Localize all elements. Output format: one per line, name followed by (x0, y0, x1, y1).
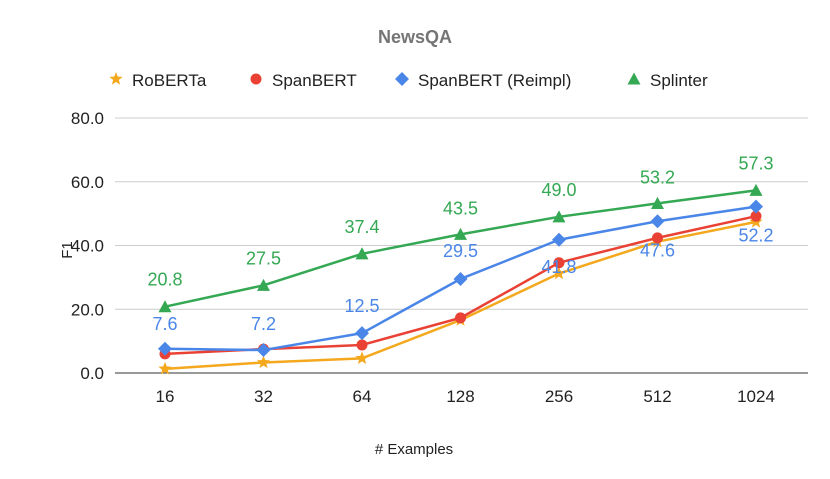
data-point (158, 361, 172, 375)
data-label: 41.8 (541, 257, 576, 277)
data-point (158, 341, 172, 356)
x-tick-label: 1024 (737, 387, 775, 406)
legend-marker (250, 73, 262, 85)
data-point (749, 199, 763, 214)
legend-marker (395, 72, 409, 86)
data-point (750, 210, 762, 222)
data-point (257, 278, 270, 291)
data-label: 53.2 (640, 167, 675, 187)
y-tick-label: 20.0 (71, 300, 104, 319)
legend-label: Splinter (650, 71, 708, 90)
data-point (552, 232, 566, 247)
data-label: 52.2 (738, 226, 773, 246)
data-label: 20.8 (147, 270, 182, 290)
data-point (454, 227, 467, 240)
y-tick-label: 80.0 (71, 109, 104, 128)
x-tick-label: 256 (545, 387, 573, 406)
series-splinter (158, 183, 763, 313)
data-point (455, 312, 466, 324)
data-label: 27.5 (246, 248, 281, 268)
data-point (651, 196, 664, 209)
data-label: 37.4 (344, 217, 379, 237)
data-point (355, 326, 369, 341)
data-point (256, 343, 271, 358)
data-point (355, 351, 369, 364)
series-layer (158, 183, 763, 375)
data-label: 12.5 (344, 296, 379, 316)
data-label: 29.5 (443, 241, 478, 261)
legend-item: SpanBERT (Reimpl) (395, 71, 571, 90)
x-tick-label: 128 (446, 387, 474, 406)
y-axis-ticks: 0.0 20.0 40.0 60.0 80.0 (71, 109, 104, 383)
y-tick-label: 0.0 (80, 364, 104, 383)
legend-item: Splinter (627, 71, 708, 90)
data-point (552, 266, 566, 280)
data-point (256, 355, 271, 369)
data-point (553, 257, 565, 269)
legend: RoBERTa SpanBERT SpanBERT (Reimpl) Splinter (109, 71, 708, 90)
x-axis-ticks: 16 32 64 128 256 512 1024 (156, 387, 775, 406)
gridlines (115, 117, 808, 374)
legend-item: RoBERTa (109, 71, 207, 90)
data-label: 47.6 (640, 240, 675, 260)
legend-marker (627, 72, 641, 85)
x-tick-label: 16 (156, 387, 175, 406)
data-label: 57.3 (738, 153, 773, 173)
data-label: 7.6 (152, 314, 177, 334)
x-tick-label: 64 (353, 387, 372, 406)
data-label: 7.2 (251, 314, 276, 334)
chart-title: NewsQA (378, 27, 452, 47)
x-axis-title: # Examples (375, 441, 453, 458)
legend-item: SpanBERT (250, 71, 357, 90)
data-point (356, 339, 368, 351)
legend-label: RoBERTa (132, 71, 207, 90)
series-spanbert-reimpl (158, 199, 763, 358)
data-point (355, 247, 369, 260)
legend-marker (109, 72, 123, 85)
legend-label: SpanBERT (272, 71, 357, 90)
y-axis-title: F1 (59, 241, 76, 259)
data-point (158, 300, 172, 313)
data-label: 43.5 (443, 198, 478, 218)
data-point (652, 232, 663, 244)
data-labels: 7.6 7.2 12.5 29.5 41.8 47.6 52.2 20.8 27.5 37.4 43… (147, 153, 773, 334)
data-point (552, 210, 566, 223)
legend-label: SpanBERT (Reimpl) (418, 71, 571, 90)
data-point (453, 271, 468, 286)
y-tick-label: 60.0 (71, 173, 104, 192)
data-point (749, 183, 763, 196)
data-label: 49.0 (541, 180, 576, 200)
x-tick-label: 512 (643, 387, 671, 406)
data-point (650, 214, 665, 229)
x-tick-label: 32 (254, 387, 273, 406)
y-tick-label: 40.0 (71, 237, 104, 256)
